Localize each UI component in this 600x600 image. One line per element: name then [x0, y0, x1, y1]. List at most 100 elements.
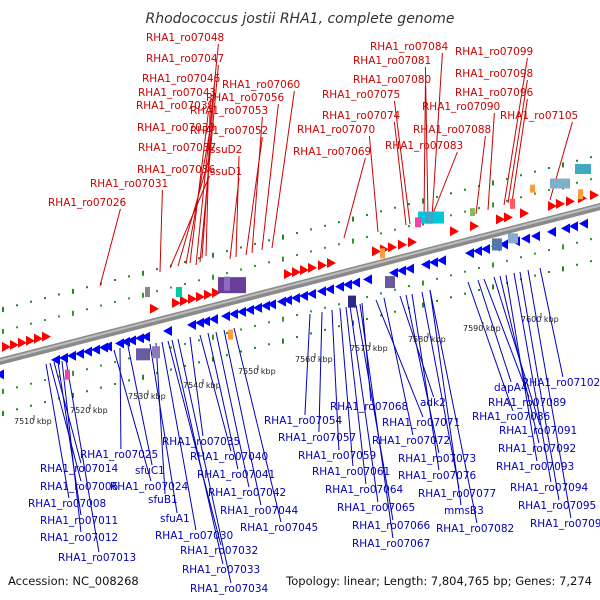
reverse-gene-label[interactable]: RHA1_ro07024	[110, 481, 189, 493]
forward-gene-label[interactable]: ssuD1	[210, 166, 242, 178]
forward-gene-label[interactable]: RHA1_ro07096	[455, 87, 534, 99]
forward-gene-label[interactable]: RHA1_ro07069	[293, 146, 371, 158]
forward-gene-label[interactable]: RHA1_ro07039	[136, 100, 214, 112]
reverse-gene-arrow	[209, 314, 218, 325]
reverse-gene-label[interactable]: RHA1_ro07012	[40, 532, 118, 544]
reverse-label-connector	[349, 305, 379, 503]
reverse-gene-label[interactable]: RHA1_ro07045	[240, 522, 318, 534]
reverse-gene-label[interactable]: RHA1_ro07008	[28, 498, 106, 510]
reverse-gene-label[interactable]: RHA1_ro07025	[80, 449, 158, 461]
forward-gene-label[interactable]: RHA1_ro07053	[190, 105, 268, 117]
forward-gene-label[interactable]: RHA1_ro07047	[146, 53, 224, 65]
forward-gene-label[interactable]: RHA1_ro07088	[413, 124, 491, 136]
reverse-gene-arrow	[405, 263, 414, 274]
forward-gene-label[interactable]: RHA1_ro07037	[138, 142, 216, 154]
reverse-gene-label[interactable]: RHA1_ro07077	[418, 488, 496, 500]
reverse-gene-label[interactable]: RHA1_ro07089	[488, 397, 566, 409]
forward-gene-label[interactable]: RHA1_ro07038	[137, 122, 215, 134]
reverse-gene-label[interactable]: RHA1_ro07086	[472, 411, 551, 423]
guide-dot	[30, 322, 32, 325]
reverse-gene-label[interactable]: RHA1_ro07082	[436, 523, 514, 535]
reverse-gene-label[interactable]: RHA1_ro07033	[182, 564, 260, 576]
reverse-gene-label[interactable]: RHA1_ro07102	[522, 377, 600, 389]
reverse-gene-label[interactable]: dapA4	[494, 382, 528, 394]
reverse-label-connector	[119, 347, 122, 450]
forward-gene-label[interactable]: RHA1_ro07070	[297, 124, 375, 136]
guide-dot	[548, 249, 550, 251]
forward-gene-label[interactable]: RHA1_ro07056	[206, 92, 285, 104]
reverse-gene-label[interactable]: RHA1_ro07097	[530, 518, 600, 530]
reverse-gene-label[interactable]: RHA1_ro07014	[40, 463, 119, 475]
reverse-gene-label[interactable]: sfuC1	[135, 465, 165, 477]
reverse-gene-label[interactable]: RHA1_ro07054	[264, 415, 343, 427]
reverse-gene-label[interactable]: RHA1_ro07073	[398, 453, 476, 465]
reverse-gene-label[interactable]: RHA1_ro07042	[208, 487, 286, 499]
guide-dot	[282, 338, 284, 344]
forward-gene-label[interactable]: RHA1_ro07080	[353, 74, 431, 86]
reverse-gene-label[interactable]: RHA1_ro07059	[298, 450, 376, 462]
reverse-gene-label[interactable]: RHA1_ro07044	[220, 505, 299, 517]
reverse-gene-label[interactable]: mmsB3	[444, 505, 484, 517]
reverse-gene-label[interactable]: sfuB1	[148, 494, 178, 506]
forward-gene-label[interactable]: RHA1_ro07036	[137, 164, 216, 176]
forward-gene-label[interactable]: RHA1_ro07083	[385, 140, 463, 152]
reverse-gene-label[interactable]: RHA1_ro07076	[398, 470, 477, 482]
forward-gene-label[interactable]: RHA1_ro07099	[455, 46, 533, 58]
forward-gene-label[interactable]: RHA1_ro07090	[422, 101, 500, 113]
forward-label-connector	[195, 43, 219, 266]
reverse-gene-arrow	[473, 246, 482, 257]
reverse-gene-label[interactable]: RHA1_ro07067	[352, 538, 430, 550]
reverse-gene-label[interactable]: adk2	[420, 397, 446, 409]
reverse-gene-label[interactable]: RHA1_ro07068	[330, 401, 408, 413]
guide-dot	[16, 304, 18, 307]
forward-gene-label[interactable]: RHA1_ro07075	[322, 89, 400, 101]
reverse-gene-label[interactable]: RHA1_ro07034	[190, 583, 269, 595]
reverse-label-connector	[161, 341, 197, 531]
reverse-gene-label[interactable]: RHA1_ro07092	[498, 443, 576, 455]
forward-gene-label[interactable]: RHA1_ro07026	[48, 197, 127, 209]
forward-gene-arrow	[180, 295, 189, 306]
reverse-gene-label[interactable]: RHA1_ro07013	[58, 552, 136, 564]
guide-dot	[450, 214, 452, 217]
forward-gene-label[interactable]: RHA1_ro07046	[142, 73, 221, 85]
forward-gene-arrow	[18, 337, 27, 348]
scale-tick-label: 7600 kbp	[521, 315, 559, 324]
reverse-gene-label[interactable]: RHA1_ro07061	[312, 466, 390, 478]
reverse-gene-label[interactable]: RHA1_ro07093	[496, 461, 574, 473]
reverse-gene-label[interactable]: RHA1_ro07057	[278, 432, 356, 444]
reverse-gene-label[interactable]: RHA1_ro07071	[382, 417, 460, 429]
forward-gene-label[interactable]: RHA1_ro07060	[222, 79, 300, 91]
forward-gene-label[interactable]: RHA1_ro07052	[190, 125, 268, 137]
reverse-gene-label[interactable]: RHA1_ro07066	[352, 520, 431, 532]
reverse-gene-label[interactable]: RHA1_ro07072	[372, 435, 450, 447]
reverse-gene-label[interactable]: RHA1_ro07094	[510, 482, 589, 494]
guide-dot	[576, 181, 578, 184]
forward-gene-label[interactable]: RHA1_ro07031	[90, 178, 168, 190]
reverse-gene-label[interactable]: RHA1_ro07064	[325, 484, 404, 496]
reverse-gene-arrow	[317, 286, 326, 297]
forward-gene-label[interactable]: RHA1_ro07043	[138, 87, 216, 99]
forward-gene-label[interactable]: RHA1_ro07105	[500, 110, 578, 122]
reverse-gene-label[interactable]: RHA1_ro07095	[518, 500, 596, 512]
reverse-gene-label[interactable]: RHA1_ro07091	[499, 425, 577, 437]
reverse-gene-label[interactable]: RHA1_ro07030	[155, 530, 233, 542]
forward-gene-label[interactable]: RHA1_ro07098	[455, 68, 533, 80]
forward-gene-label[interactable]: ssuD2	[210, 144, 242, 156]
forward-gene-label[interactable]: RHA1_ro07048	[146, 32, 224, 44]
forward-gene-label[interactable]: RHA1_ro07081	[353, 55, 431, 67]
forward-gene-arrow	[318, 260, 327, 271]
reverse-gene-label[interactable]: RHA1_ro07040	[190, 451, 268, 463]
reverse-gene-label[interactable]: sfuA1	[160, 513, 190, 525]
reverse-label-connector	[45, 363, 70, 499]
reverse-gene-label[interactable]: RHA1_ro07041	[197, 469, 275, 481]
guide-dot	[198, 257, 200, 260]
reverse-gene-label[interactable]: RHA1_ro07032	[180, 545, 258, 557]
reverse-gene-label[interactable]: RHA1_ro07035	[162, 436, 240, 448]
forward-gene-label[interactable]: RHA1_ro07084	[370, 41, 449, 53]
reverse-gene-label[interactable]: RHA1_ro07011	[40, 515, 118, 527]
guide-dot	[114, 301, 116, 303]
reverse-gene-label[interactable]: RHA1_ro07006	[40, 481, 119, 493]
forward-gene-label[interactable]: RHA1_ro07074	[322, 110, 401, 122]
forward-label-connector	[189, 111, 209, 264]
reverse-gene-label[interactable]: RHA1_ro07065	[337, 502, 415, 514]
